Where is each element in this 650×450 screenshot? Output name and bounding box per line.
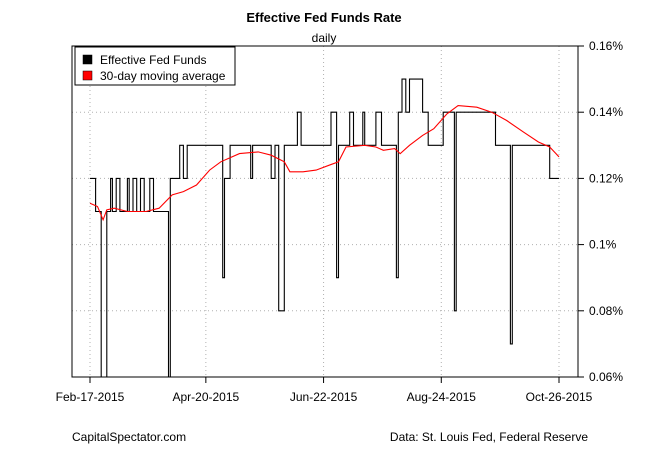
plot-frame — [71, 45, 579, 378]
y-tick-label: 0.08% — [589, 304, 623, 318]
legend-swatch-effective-fed-funds — [82, 54, 93, 65]
chart-title: Effective Fed Funds Rate — [246, 10, 401, 25]
series-line-effective-fed-funds — [90, 78, 559, 378]
y-tick-label: 0.16% — [589, 39, 623, 53]
chart-subtitle: daily — [312, 31, 337, 45]
y-tick-label: 0.06% — [589, 370, 623, 384]
x-tick-label: Jun-22-2015 — [290, 390, 358, 404]
x-tick-label: Oct-26-2015 — [526, 390, 593, 404]
series-line-moving-average — [89, 105, 560, 222]
legend-box — [74, 46, 236, 86]
x-tick-label: Feb-17-2015 — [56, 390, 125, 404]
x-tick-label: Aug-24-2015 — [407, 390, 477, 404]
y-tick-label: 0.14% — [589, 105, 623, 119]
legend: Effective Fed Funds 30-day moving averag… — [74, 46, 236, 86]
y-tick-label: 0.12% — [589, 171, 623, 185]
x-tick-label: Apr-20-2015 — [172, 390, 239, 404]
footer-data-credit: Data: St. Louis Fed, Federal Reserve — [390, 430, 588, 444]
footer-source-site: CapitalSpectator.com — [72, 430, 186, 444]
legend-label-effective-fed-funds: Effective Fed Funds — [100, 53, 207, 67]
legend-swatch-moving-average — [82, 70, 93, 81]
legend-label-moving-average: 30-day moving average — [100, 69, 226, 83]
series-layer — [89, 78, 560, 378]
y-tick-label: 0.1% — [589, 238, 617, 252]
y-axis: 0.06% 0.08% 0.1% 0.12% 0.14% 0.16% — [578, 39, 623, 384]
x-axis: Feb-17-2015 Apr-20-2015 Jun-22-2015 Aug-24-… — [56, 377, 593, 404]
